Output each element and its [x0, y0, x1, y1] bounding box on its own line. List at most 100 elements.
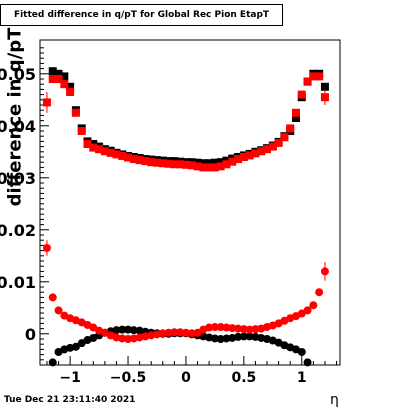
data-point-square — [216, 158, 225, 167]
data-point-square — [210, 163, 219, 172]
data-point-square — [152, 158, 161, 167]
data-point-circle — [216, 335, 225, 343]
data-point-circle — [239, 332, 248, 341]
data-point-square — [141, 157, 150, 166]
data-point-square — [210, 158, 219, 167]
data-point-square — [54, 69, 63, 78]
data-point-circle — [320, 267, 329, 276]
data-point-circle — [228, 324, 237, 333]
y-tick-label: 0.03 — [0, 169, 36, 188]
data-point-square — [66, 82, 75, 91]
series-3 — [42, 240, 329, 343]
data-point-square — [286, 124, 295, 133]
data-point-circle — [303, 306, 312, 315]
data-point-square — [170, 160, 179, 169]
data-point-square — [205, 159, 214, 168]
data-point-square — [77, 127, 86, 135]
y-axis-label: difference in q/pT — [4, 27, 26, 207]
data-point-square — [280, 133, 289, 142]
data-point-circle — [216, 323, 225, 332]
data-point-circle — [234, 324, 243, 333]
data-point-circle — [205, 323, 214, 332]
data-point-square — [106, 148, 115, 157]
data-point-circle — [297, 348, 306, 356]
y-tick-label: 0 — [25, 325, 36, 344]
x-tick-label: −1 — [59, 370, 80, 386]
data-point-circle — [187, 329, 196, 338]
series-1 — [42, 72, 329, 172]
x-tick-label: 0.5 — [231, 370, 256, 386]
data-point-square — [245, 151, 254, 160]
data-point-square — [297, 90, 306, 99]
data-point-square — [274, 138, 283, 147]
data-point-circle — [170, 328, 179, 337]
data-point-square — [187, 161, 196, 170]
data-point-square — [83, 140, 92, 148]
data-point-square — [228, 157, 237, 166]
data-point-circle — [309, 301, 318, 310]
data-marks — [42, 67, 329, 367]
data-point-circle — [118, 334, 127, 343]
data-point-square — [48, 67, 57, 76]
axis-ticks — [40, 47, 338, 365]
data-point-circle — [176, 328, 185, 337]
data-point-square — [176, 160, 185, 169]
data-point-square — [320, 93, 329, 102]
data-point-square — [263, 145, 272, 154]
data-point-square — [42, 98, 51, 107]
data-point-square — [309, 72, 318, 81]
data-point-circle — [124, 325, 133, 334]
data-point-circle — [251, 325, 260, 334]
data-point-square — [199, 163, 208, 172]
data-point-circle — [129, 326, 138, 335]
data-point-square — [234, 155, 243, 164]
data-point-square — [71, 108, 80, 117]
data-point-square — [60, 80, 69, 89]
data-point-circle — [222, 323, 231, 332]
data-point-square — [239, 153, 248, 161]
data-point-circle — [303, 358, 312, 367]
data-point-square — [268, 142, 277, 151]
data-point-square — [205, 163, 214, 172]
data-point-square — [291, 108, 300, 117]
data-point-circle — [54, 306, 63, 315]
data-point-square — [54, 75, 63, 83]
data-point-circle — [245, 325, 254, 334]
plot-frame — [39, 39, 341, 366]
data-point-square — [251, 149, 260, 158]
data-point-square — [118, 151, 127, 160]
data-point-circle — [210, 334, 219, 343]
data-point-circle — [124, 335, 133, 343]
data-point-square — [124, 153, 133, 162]
y-tick-label: 0.04 — [0, 117, 36, 136]
data-point-circle — [245, 332, 254, 341]
data-point-circle — [181, 328, 190, 337]
data-point-circle — [112, 326, 121, 335]
series-0 — [48, 67, 329, 168]
data-point-circle — [239, 325, 248, 334]
x-axis-label: η — [330, 392, 339, 408]
data-point-square — [66, 88, 75, 96]
data-point-square — [135, 156, 144, 165]
data-point-square — [222, 160, 231, 169]
data-point-square — [158, 159, 167, 168]
data-point-square — [199, 159, 208, 168]
data-point-circle — [164, 328, 173, 337]
data-point-square — [100, 147, 109, 156]
y-tick-label: 0.02 — [0, 221, 36, 240]
data-point-square — [60, 72, 69, 81]
data-point-square — [95, 145, 104, 154]
data-point-circle — [222, 334, 231, 343]
timestamp: Tue Dec 21 23:11:40 2021 — [4, 395, 136, 405]
data-point-square — [320, 82, 329, 91]
data-point-square — [129, 155, 138, 164]
data-point-square — [193, 162, 202, 171]
data-point-square — [315, 72, 324, 81]
data-point-square — [181, 160, 190, 169]
axis-tick-labels: −1 −0.5 0 0.5 1 0 0.01 0.02 0.03 0.04 0.05 — [0, 65, 307, 386]
data-point-circle — [42, 244, 51, 252]
data-point-square — [164, 159, 173, 168]
y-tick-label: 0.01 — [0, 273, 36, 292]
data-point-square — [48, 75, 57, 83]
